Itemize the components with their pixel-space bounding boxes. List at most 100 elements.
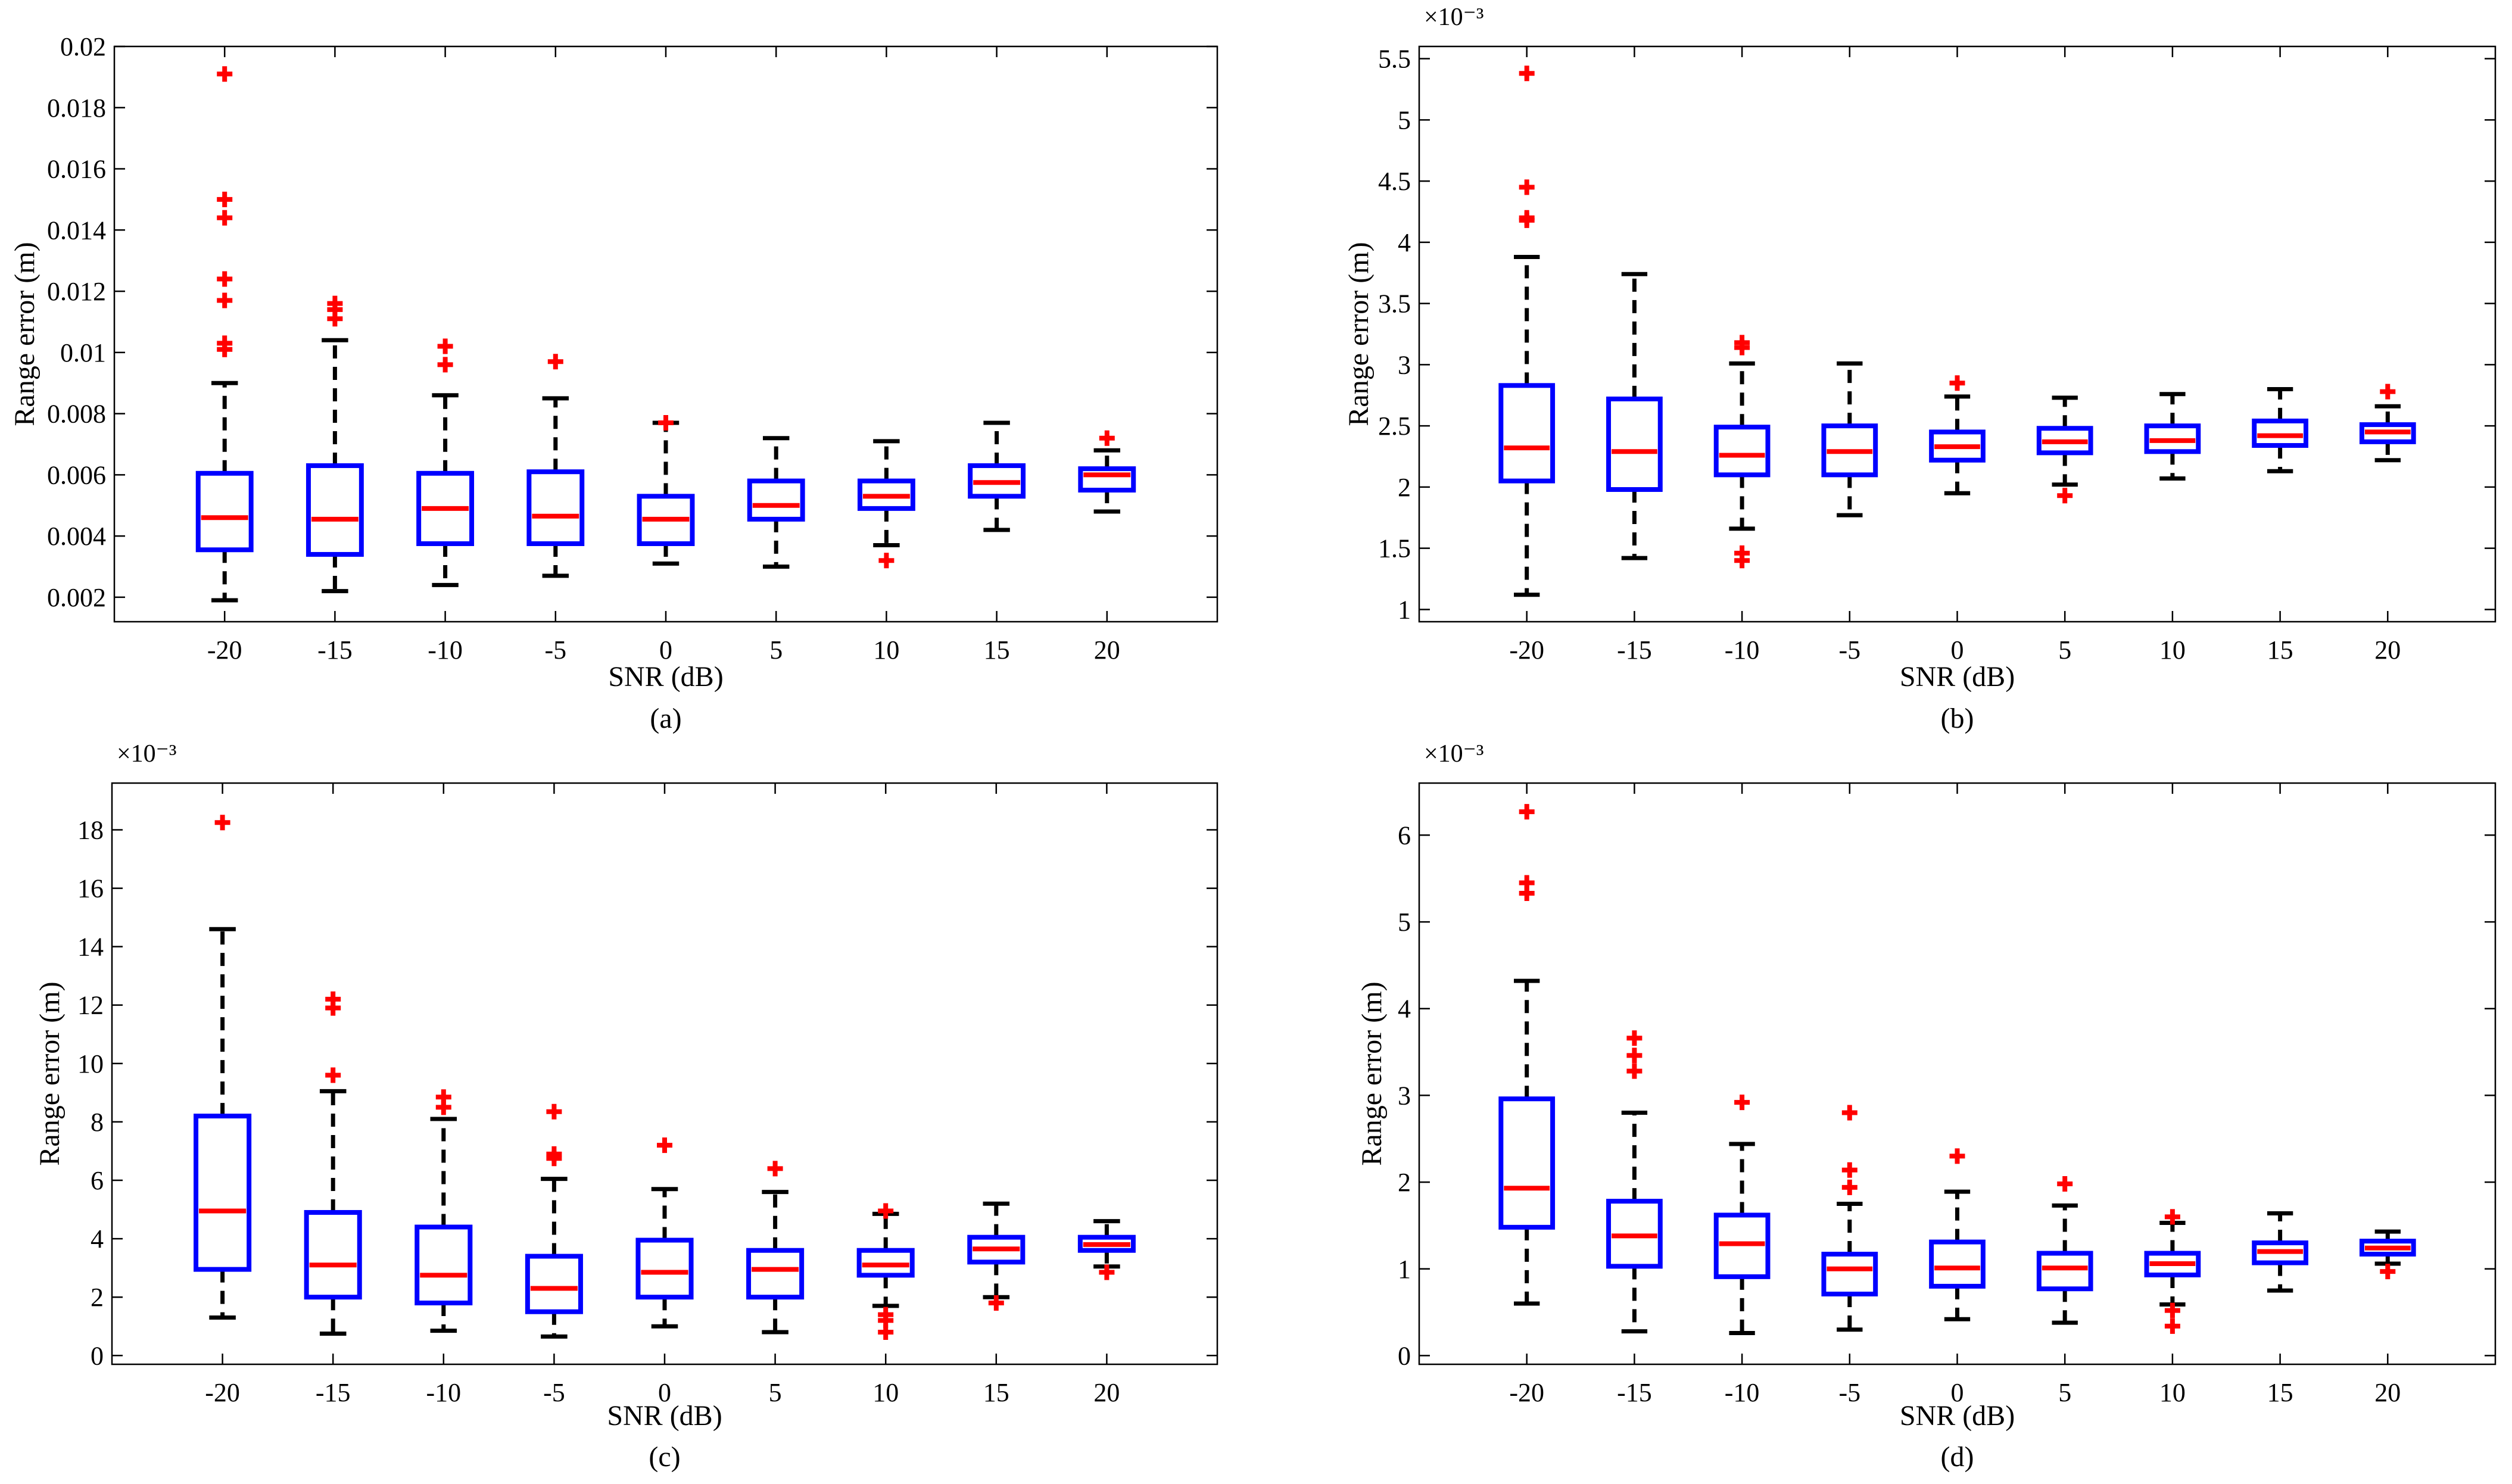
- outlier-marker: [878, 1203, 894, 1219]
- x-tick-label: -5: [543, 1378, 565, 1407]
- box--5: [1821, 361, 1878, 517]
- box-10: [2144, 1209, 2201, 1334]
- box-5: [2036, 1176, 2093, 1325]
- box-10: [2144, 392, 2201, 481]
- y-tick-label: 10: [77, 1049, 104, 1078]
- outlier-marker: [1841, 1105, 1857, 1121]
- box-body: [2252, 1240, 2308, 1265]
- box-body: [304, 1209, 362, 1300]
- x-axis-label: SNR (dB): [1900, 661, 2015, 693]
- outlier-marker: [1099, 1264, 1115, 1280]
- outlier-marker: [1519, 66, 1535, 82]
- plot-frame: [113, 45, 1218, 623]
- box-10: [857, 439, 915, 569]
- outlier-marker: [1519, 804, 1535, 820]
- box-body: [1929, 429, 1986, 463]
- box-0: [1929, 1148, 1986, 1321]
- y-tick-label: 2: [1398, 473, 1411, 502]
- outlier-marker: [2164, 1302, 2180, 1318]
- y-tick-label: 0.006: [47, 460, 106, 490]
- outlier-marker: [1841, 1179, 1857, 1195]
- box-body: [195, 470, 254, 553]
- outlier-marker: [437, 338, 453, 354]
- x-tick-label: -15: [1617, 1378, 1652, 1407]
- box-body: [1821, 1251, 1878, 1297]
- panel-c: 0 2 4 6 8 10 12 14 16 18 -20 -15 -10 -5 0 5 10 15 20 ×10⁻³ S…: [34, 740, 1218, 1473]
- box-5: [2036, 395, 2093, 504]
- box-body: [2252, 418, 2308, 448]
- box-body: [1498, 1096, 1556, 1230]
- x-tick-label: 5: [769, 635, 783, 665]
- panel-a: 0.002 0.004 0.006 0.008 0.01 0.012 0.014 0.016 0…: [9, 32, 1218, 734]
- x-tick-label: 10: [2159, 1378, 2186, 1407]
- x-tick-label: -15: [1617, 635, 1652, 665]
- x-tick-label: 20: [1093, 1378, 1120, 1407]
- box-body: [1821, 423, 1878, 478]
- y-tick-label: 4.5: [1378, 167, 1411, 196]
- x-tick-label: 5: [2058, 1378, 2071, 1407]
- outlier-marker: [217, 191, 233, 207]
- box-body: [525, 1254, 583, 1314]
- y-tick-label: 14: [77, 933, 104, 962]
- box--10: [414, 1089, 473, 1333]
- outlier-marker: [2057, 488, 2073, 504]
- x-tick-label: 10: [873, 635, 899, 665]
- x-tick-label: 10: [2159, 635, 2186, 665]
- outlier-marker: [1626, 1047, 1643, 1064]
- box-0: [637, 415, 695, 566]
- outlier-marker: [1734, 553, 1750, 569]
- outlier-marker: [217, 66, 233, 82]
- outlier-marker: [1626, 1030, 1643, 1046]
- x-tick-label: -15: [317, 635, 353, 665]
- y-tick-label: 3: [1398, 350, 1411, 379]
- outlier-marker: [1099, 430, 1115, 446]
- outlier-marker: [325, 1000, 341, 1016]
- outlier-marker: [1626, 1063, 1643, 1079]
- y-tick-label: 0.01: [60, 338, 106, 367]
- outlier-marker: [1519, 886, 1535, 901]
- box--15: [304, 991, 362, 1336]
- y-tick-label: 0.014: [47, 216, 106, 245]
- box-body: [968, 463, 1026, 499]
- box-20: [1078, 430, 1136, 514]
- box--20: [1498, 804, 1556, 1306]
- y-tick-label: 0: [91, 1341, 104, 1370]
- box-body: [857, 478, 915, 511]
- x-tick-label: -10: [426, 1378, 461, 1407]
- outlier-marker: [217, 341, 233, 357]
- outlier-marker: [214, 815, 230, 831]
- y-tick-label: 5: [1398, 105, 1411, 135]
- y-axis-label: Range error (m): [1356, 981, 1388, 1165]
- x-tick-label: 5: [769, 1378, 782, 1407]
- y-tick-label: 0.018: [47, 93, 106, 123]
- outlier-marker: [1734, 1095, 1750, 1111]
- outlier-marker: [2057, 1176, 2073, 1192]
- box-body: [2144, 423, 2201, 454]
- y-axis-label: Range error (m): [1343, 242, 1375, 426]
- x-tick-label: -5: [1838, 635, 1860, 665]
- box-body: [2144, 1251, 2201, 1277]
- x-tick-label: 5: [2058, 635, 2071, 665]
- x-tick-label: -15: [316, 1378, 351, 1407]
- box-body: [526, 469, 585, 546]
- box-body: [856, 1248, 915, 1278]
- outlier-marker: [325, 1067, 341, 1083]
- box--5: [526, 354, 585, 578]
- y-tick-label: 2: [91, 1283, 104, 1312]
- box-body: [1606, 1199, 1663, 1269]
- box-15: [967, 1201, 1026, 1311]
- x-tick-label: 15: [983, 1378, 1009, 1407]
- outlier-marker: [546, 1151, 562, 1167]
- panel-label: (b): [1941, 703, 1974, 734]
- box--10: [1713, 335, 1771, 569]
- outlier-marker: [878, 1324, 894, 1340]
- y-tick-label: 18: [77, 815, 104, 844]
- box-15: [2252, 1211, 2308, 1293]
- y-tick-label: 1: [1398, 595, 1411, 624]
- box-body: [416, 470, 475, 546]
- y-tick-label: 0.002: [47, 583, 106, 612]
- outlier-marker: [988, 1295, 1004, 1311]
- outlier-marker: [1734, 339, 1750, 356]
- panel-b: 1 1.5 2 2.5 3 3.5 4 4.5 5 5.5 -20 -15 -10 -5 0 5 10 15 20 ×…: [1343, 4, 2497, 734]
